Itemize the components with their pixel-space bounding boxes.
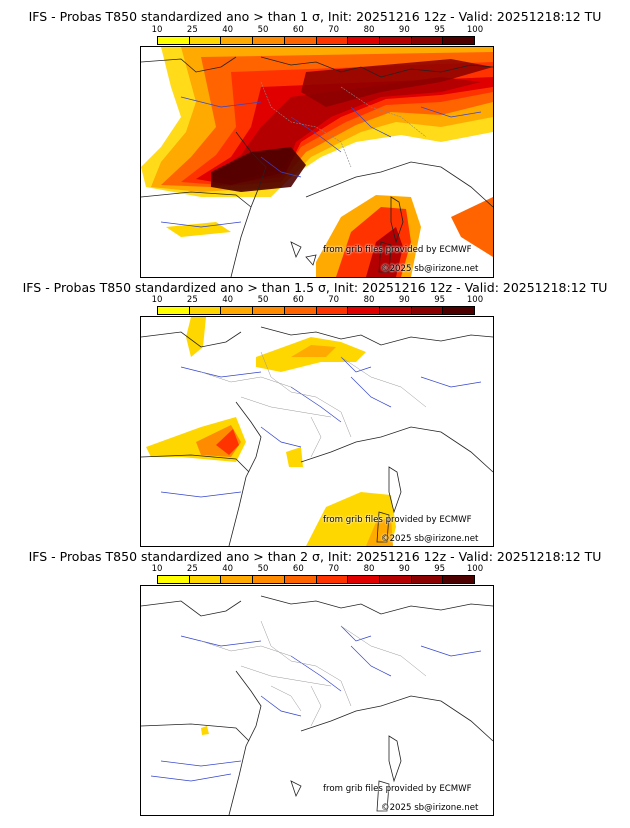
- colorbar-tick-label: 25: [186, 295, 198, 305]
- probability-map: from grib files provided by ECMWF ©2025 …: [140, 46, 494, 278]
- colorbar-swatch: [348, 576, 380, 583]
- colorbar-swatch: [221, 37, 254, 44]
- panel-title: IFS - Probas T850 standardized ano > tha…: [28, 549, 602, 564]
- colorbar-tick-label: 90: [398, 25, 410, 35]
- colorbar-swatch: [158, 307, 190, 314]
- colorbar-tick-label: 40: [222, 295, 234, 305]
- colorbar-tick-label: 90: [398, 564, 410, 574]
- colorbar-swatch: [443, 37, 475, 44]
- colorbar-labels: 10 25 40 50 60 70 80 90 95 100: [152, 25, 484, 35]
- source-credit: from grib files provided by ECMWF: [323, 245, 472, 255]
- colorbar-swatches: [157, 36, 475, 45]
- colorbar-swatch: [316, 37, 349, 44]
- map-graphic: [141, 47, 493, 277]
- colorbar-tick-label: 50: [257, 295, 269, 305]
- colorbar-swatch: [379, 576, 412, 583]
- map-graphic: [141, 317, 493, 546]
- colorbar: 10 25 40 50 60 70 80 90 95 100: [152, 564, 484, 584]
- colorbar-swatches: [157, 306, 475, 315]
- colorbar-swatch: [189, 37, 222, 44]
- colorbar-tick-label: 100: [466, 25, 484, 35]
- colorbar-tick-label: 60: [292, 295, 304, 305]
- colorbar-swatch: [411, 576, 444, 583]
- colorbar-swatch: [284, 576, 317, 583]
- colorbar-swatch: [253, 37, 285, 44]
- colorbar-swatch: [379, 307, 412, 314]
- colorbar-swatch: [411, 307, 444, 314]
- colorbar-tick-label: 70: [328, 295, 340, 305]
- colorbar-swatch: [253, 307, 285, 314]
- colorbar-swatch: [284, 307, 317, 314]
- colorbar-tick-label: 95: [434, 295, 446, 305]
- colorbar-tick-label: 90: [398, 295, 410, 305]
- colorbar-tick-label: 80: [363, 295, 375, 305]
- colorbar-swatch: [348, 37, 380, 44]
- colorbar-tick-label: 70: [328, 564, 340, 574]
- colorbar-tick-label: 80: [363, 25, 375, 35]
- probability-map: from grib files provided by ECMWF ©2025 …: [140, 316, 494, 547]
- colorbar-labels: 10 25 40 50 60 70 80 90 95 100: [152, 295, 484, 305]
- colorbar: 10 25 40 50 60 70 80 90 95 100: [152, 25, 484, 45]
- colorbar-labels: 10 25 40 50 60 70 80 90 95 100: [152, 564, 484, 574]
- colorbar-swatch: [221, 576, 254, 583]
- colorbar-tick-label: 25: [186, 25, 198, 35]
- colorbar: 10 25 40 50 60 70 80 90 95 100: [152, 295, 484, 315]
- panel-title: IFS - Probas T850 standardized ano > tha…: [28, 9, 602, 24]
- colorbar-swatch: [158, 37, 190, 44]
- probability-map: from grib files provided by ECMWF ©2025 …: [140, 585, 494, 816]
- colorbar-swatch: [411, 37, 444, 44]
- colorbar-tick-label: 10: [151, 25, 163, 35]
- colorbar-swatch: [316, 576, 349, 583]
- copyright-credit: ©2025 sb@irizone.net: [381, 534, 479, 544]
- colorbar-tick-label: 25: [186, 564, 198, 574]
- colorbar-swatch: [284, 37, 317, 44]
- colorbar-tick-label: 40: [222, 25, 234, 35]
- colorbar-tick-label: 70: [328, 25, 340, 35]
- colorbar-tick-label: 95: [434, 25, 446, 35]
- colorbar-swatch: [316, 307, 349, 314]
- colorbar-tick-label: 60: [292, 25, 304, 35]
- source-credit: from grib files provided by ECMWF: [323, 784, 472, 794]
- map-graphic: [141, 595, 493, 815]
- colorbar-swatch: [348, 307, 380, 314]
- copyright-credit: ©2025 sb@irizone.net: [381, 264, 479, 274]
- colorbar-swatch: [189, 576, 222, 583]
- colorbar-swatch: [443, 307, 475, 314]
- colorbar-tick-label: 50: [257, 564, 269, 574]
- colorbar-swatches: [157, 575, 475, 584]
- colorbar-tick-label: 95: [434, 564, 446, 574]
- colorbar-swatch: [189, 307, 222, 314]
- copyright-credit: ©2025 sb@irizone.net: [381, 803, 479, 813]
- source-credit: from grib files provided by ECMWF: [323, 515, 472, 525]
- colorbar-swatch: [379, 37, 412, 44]
- colorbar-tick-label: 10: [151, 295, 163, 305]
- colorbar-swatch: [158, 576, 190, 583]
- colorbar-swatch: [253, 576, 285, 583]
- colorbar-tick-label: 10: [151, 564, 163, 574]
- panel-title: IFS - Probas T850 standardized ano > tha…: [22, 280, 608, 295]
- colorbar-tick-label: 60: [292, 564, 304, 574]
- colorbar-tick-label: 80: [363, 564, 375, 574]
- colorbar-tick-label: 50: [257, 25, 269, 35]
- colorbar-swatch: [443, 576, 475, 583]
- colorbar-tick-label: 100: [466, 564, 484, 574]
- colorbar-tick-label: 40: [222, 564, 234, 574]
- colorbar-tick-label: 100: [466, 295, 484, 305]
- colorbar-swatch: [221, 307, 254, 314]
